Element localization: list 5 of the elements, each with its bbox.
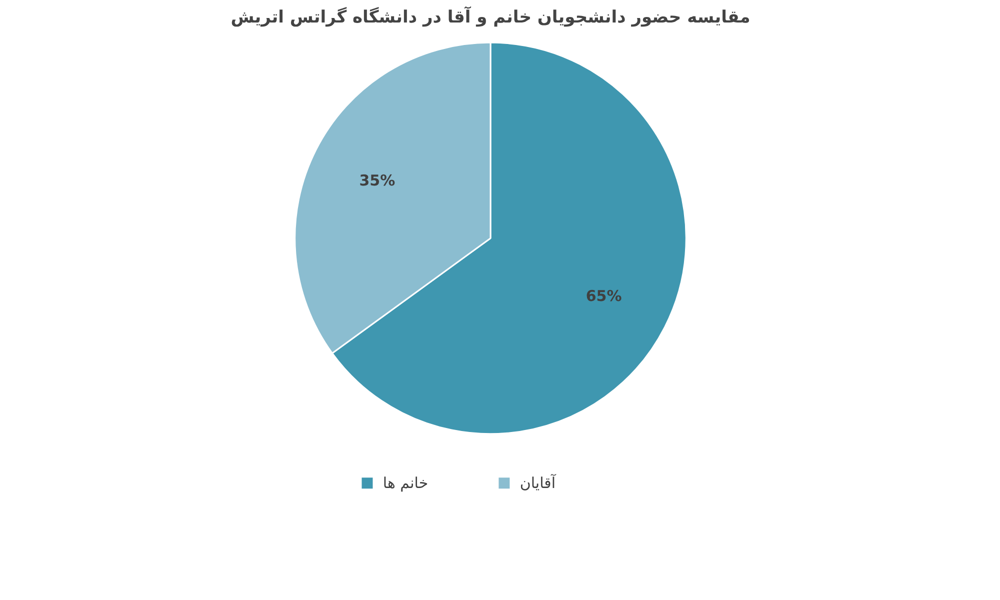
legend-label: آقایان: [520, 473, 556, 492]
chart-title: مقایسه حضور دانشجویان خانم و آقا در دانشگاه گراتس اتریش: [230, 6, 750, 28]
legend-label: خانم ها: [382, 474, 428, 492]
data-label: 35%: [359, 171, 396, 190]
data-label: 65%: [586, 287, 622, 306]
